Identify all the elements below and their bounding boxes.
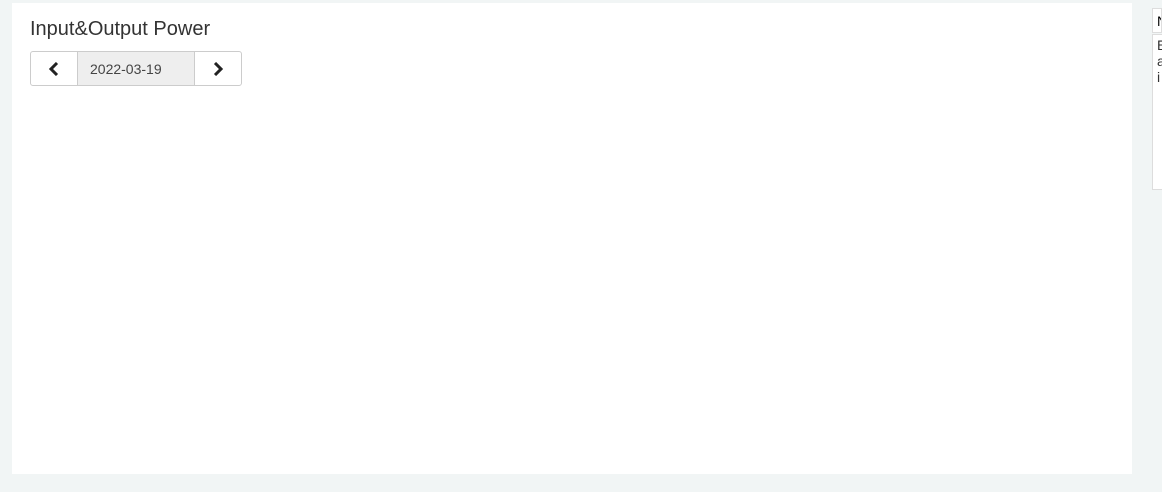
side-text: E: [1153, 37, 1162, 53]
side-panel-header: N: [1152, 8, 1162, 33]
chart-card: [12, 3, 1132, 474]
next-day-button[interactable]: [195, 52, 241, 85]
prev-day-button[interactable]: 01k2k3k4k03-1903:0006:0009:0012:0015:001…: [31, 52, 77, 85]
date-field[interactable]: 2022-03-19: [77, 52, 195, 85]
side-panel: E a i: [1152, 34, 1162, 190]
date-picker: 01k2k3k4k03-1903:0006:0009:0012:0015:001…: [30, 51, 242, 86]
side-text: a: [1153, 53, 1162, 69]
chart-title: Input&Output Power: [30, 18, 211, 40]
side-text: i: [1157, 69, 1161, 85]
